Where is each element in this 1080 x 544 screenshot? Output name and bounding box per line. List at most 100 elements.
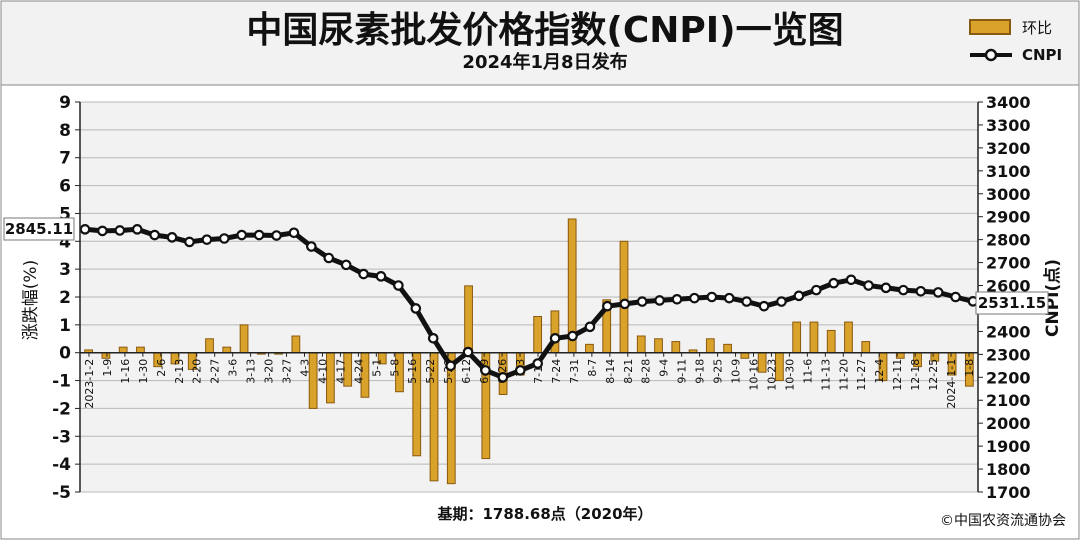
bar	[101, 352, 111, 359]
bar	[705, 338, 715, 354]
right-tick-label: 1900	[986, 437, 1031, 456]
bar	[809, 321, 819, 354]
left-tick-label: -2	[52, 399, 71, 419]
cnpi-point	[915, 285, 927, 297]
cnpi-point	[863, 280, 874, 291]
left-tick-label: 8	[59, 121, 71, 141]
x-tick-label: 8-28	[640, 359, 653, 384]
cnpi-point	[950, 291, 961, 303]
x-tick-label: 5-22	[424, 359, 437, 384]
base-period-note: 基期：1788.68点（2020年）	[436, 505, 652, 523]
x-tick-label: 4-10	[316, 359, 329, 384]
x-tick-label: 3-13	[245, 359, 258, 384]
x-tick-label: 11-6	[801, 359, 814, 384]
cnpi-point	[131, 224, 143, 235]
cnpi-point	[654, 295, 665, 306]
x-tick-label: 2-13	[173, 359, 186, 384]
cnpi-point	[445, 360, 456, 372]
x-tick-label: 3-27	[281, 359, 294, 384]
right-tick-label: 2000	[986, 414, 1031, 433]
cnpi-point	[427, 332, 439, 344]
cnpi-point	[79, 224, 91, 235]
x-tick-label: 11-20	[837, 359, 850, 391]
right-tick-label: 2300	[986, 345, 1031, 364]
cnpi-point	[706, 291, 718, 303]
cnpi-point	[393, 280, 404, 291]
cnpi-point	[375, 271, 387, 282]
left-tick-label: -4	[52, 455, 71, 475]
left-tick-label: 9	[59, 93, 71, 113]
cnpi-point	[532, 358, 544, 369]
left-tick-label: -1	[52, 372, 71, 392]
cnpi-point	[271, 230, 282, 241]
x-tick-label: 7-24	[550, 359, 563, 384]
cnpi-point	[689, 292, 700, 304]
x-tick-label: 2-6	[155, 359, 168, 377]
cnpi-point	[880, 282, 892, 294]
cnpi-point	[410, 303, 422, 314]
cnpi-point	[898, 284, 909, 296]
x-tick-label: 12-18	[909, 359, 922, 391]
bar	[826, 329, 836, 354]
left-tick-label: -3	[52, 427, 71, 447]
last-value-callout: 2531.15	[975, 291, 1049, 315]
left-tick-label: 7	[59, 149, 71, 169]
cnpi-point	[358, 268, 369, 280]
cnpi-point	[184, 236, 195, 248]
cnpi-point	[619, 298, 631, 310]
chart-subtitle: 2024年1月8日发布	[462, 51, 627, 73]
right-tick-label: 2600	[986, 277, 1031, 296]
x-tick-label: 8-14	[604, 359, 617, 384]
legend: 环比 CNPI	[969, 19, 1062, 64]
x-tick-label: 12-11	[891, 359, 904, 391]
x-tick-label: 12-25	[927, 359, 940, 391]
x-tick-label: 1-30	[137, 359, 150, 384]
bar	[585, 343, 594, 354]
right-tick-label: 1700	[986, 483, 1031, 502]
cnpi-point	[497, 371, 509, 383]
bar	[861, 341, 871, 354]
bar	[464, 285, 473, 354]
left-tick-label: 2	[59, 288, 71, 308]
x-tick-label: 1-16	[119, 359, 132, 384]
legend-line-marker	[984, 48, 998, 62]
bar	[792, 321, 802, 354]
bar	[619, 240, 629, 354]
left-tick-label: 1	[59, 316, 71, 336]
cnpi-point	[932, 287, 944, 298]
x-tick-label: 4-3	[299, 359, 312, 377]
cnpi-point	[166, 232, 178, 243]
left-axis-title: 涨跌幅(%)	[21, 260, 41, 340]
cnpi-point	[776, 296, 787, 307]
x-tick-label: 1-9	[101, 359, 114, 377]
right-tick-label: 2800	[986, 231, 1031, 250]
x-tick-label: 7-31	[568, 359, 581, 384]
x-tick-label: 10-23	[765, 359, 778, 391]
right-tick-label: 2700	[986, 254, 1031, 273]
cnpi-point	[149, 229, 160, 241]
x-tick-label: 10-16	[748, 359, 761, 391]
right-tick-label: 3200	[986, 139, 1031, 158]
left-tick-label: 5	[59, 204, 71, 224]
right-axis-title: CNPI(点)	[1042, 259, 1063, 337]
cnpi-point	[793, 290, 805, 302]
x-tick-label: 2023-1-2	[83, 359, 96, 409]
cnpi-point	[828, 277, 840, 289]
x-tick-label: 10-9	[730, 359, 743, 384]
bar	[205, 338, 214, 354]
x-tick-label: 11-27	[855, 359, 868, 391]
cnpi-series	[79, 224, 979, 383]
cnpi-point	[97, 225, 108, 237]
cnpi-point	[462, 346, 474, 358]
cnpi-point	[567, 330, 578, 342]
x-tick-label: 3-6	[227, 359, 240, 377]
x-tick-label: 11-13	[819, 359, 832, 391]
cnpi-point	[218, 233, 230, 244]
cnpi-point	[514, 365, 526, 376]
cnpi-point	[306, 241, 317, 252]
bar	[118, 346, 128, 354]
cnpi-point	[253, 229, 265, 241]
x-tick-label: 1-8	[963, 359, 976, 377]
